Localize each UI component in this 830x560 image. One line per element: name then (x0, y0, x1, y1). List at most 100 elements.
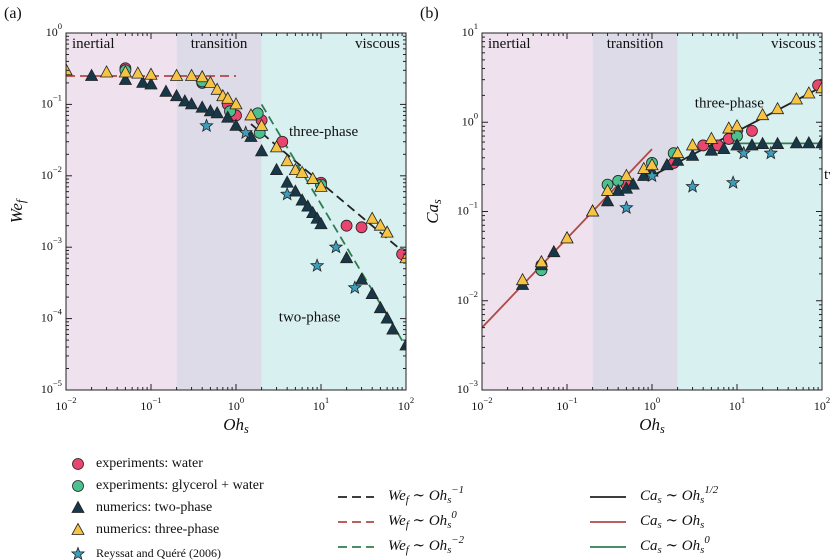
legend-label: Wef ∼ Ohs−1​ (388, 484, 464, 506)
y-tick-label: 101​ (462, 21, 478, 39)
point (269, 162, 284, 176)
point (254, 144, 269, 157)
point (84, 68, 99, 81)
legend-label: numerics: three-phase (96, 522, 219, 537)
point (72, 480, 84, 492)
point (306, 171, 320, 184)
point (789, 136, 804, 149)
region (482, 33, 593, 390)
point (746, 124, 758, 137)
legend-label: Cas ∼ Ohs0​ (640, 534, 710, 556)
point (815, 80, 822, 94)
region (66, 33, 177, 390)
y-tick-label: 100​ (462, 110, 478, 128)
point (600, 193, 615, 207)
point (755, 107, 770, 121)
point (547, 244, 561, 258)
point (770, 101, 785, 115)
point (685, 179, 700, 193)
annotation: three-phase (695, 96, 764, 112)
point (354, 272, 369, 285)
point (71, 522, 85, 535)
point (66, 62, 73, 76)
point (144, 67, 158, 80)
point (169, 68, 184, 81)
point (373, 218, 388, 231)
y-tick-label: 10−2​ (457, 289, 478, 307)
point (339, 250, 354, 264)
x-tick-label: 101​ (729, 395, 745, 413)
region-label: transition (607, 36, 664, 52)
y-tick-label: 10−5​ (41, 378, 62, 396)
region-label: inertial (72, 36, 114, 52)
point (730, 118, 744, 132)
point (770, 136, 785, 149)
point (279, 186, 295, 201)
panel-label: (b) (420, 5, 439, 22)
point (670, 145, 685, 159)
point (314, 216, 328, 230)
point (221, 110, 235, 123)
point (210, 105, 224, 119)
region-label: viscous (771, 36, 816, 52)
point (254, 118, 269, 131)
point (736, 145, 751, 160)
annotation: two-phase (279, 310, 341, 326)
point (730, 138, 744, 151)
point (365, 211, 379, 224)
point (704, 143, 719, 156)
point (309, 258, 325, 272)
legend-label: Wef ∼ Ohs−2​ (388, 534, 465, 556)
point (725, 175, 741, 189)
point (380, 311, 394, 324)
point (685, 138, 700, 151)
point (373, 300, 388, 314)
point (644, 168, 660, 183)
x-tick-label: 10−2​ (55, 395, 76, 413)
point (660, 157, 674, 171)
region (677, 33, 822, 390)
y-tick-label: 10−1​ (41, 92, 62, 110)
y-tick-label: 100​ (46, 21, 62, 39)
x-axis-label: Ohs​ (223, 415, 249, 436)
x-tick-label: 102​ (814, 395, 830, 413)
point (70, 546, 86, 560)
point (763, 145, 779, 160)
x-axis-label: Ohs​ (639, 415, 665, 436)
point (399, 250, 406, 264)
x-tick-label: 102​ (398, 395, 414, 413)
point (159, 84, 173, 97)
point (560, 231, 574, 244)
point (534, 254, 549, 268)
x-tick-label: 100​ (644, 395, 660, 413)
point (195, 69, 209, 83)
point (600, 183, 615, 196)
point (199, 118, 214, 133)
region-label: viscous (355, 36, 400, 52)
point (355, 221, 368, 234)
point (802, 86, 816, 99)
x-tick-label: 10−1​ (556, 395, 577, 413)
point (626, 177, 640, 190)
point (619, 200, 634, 214)
plot-area (66, 62, 406, 351)
point (802, 136, 816, 149)
y-tick-label: 10−3​ (41, 235, 62, 253)
region (261, 33, 406, 390)
point (269, 140, 284, 153)
point (347, 280, 363, 294)
legend-label: experiments: glycerol + water (96, 478, 264, 493)
point (71, 500, 85, 513)
point (229, 118, 243, 131)
y-axis-label: Cas​ (423, 199, 444, 224)
point (619, 168, 634, 181)
point (386, 322, 400, 335)
point (704, 131, 719, 144)
panel-label: (a) (4, 5, 22, 22)
point (144, 77, 158, 90)
legend-label: Cas ∼ Ohs1/2​ (640, 484, 719, 506)
point (184, 97, 199, 110)
x-tick-label: 101​ (313, 395, 329, 413)
region-label: transition (191, 36, 248, 52)
